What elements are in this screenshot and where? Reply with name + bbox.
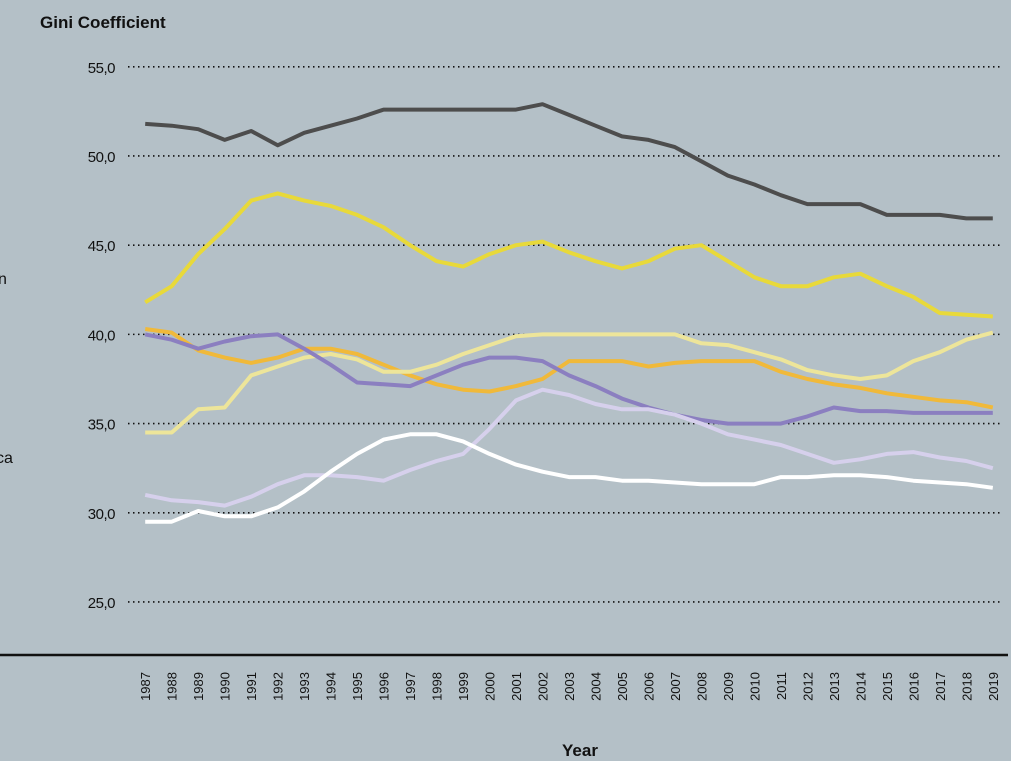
x-tick-label: 1998	[430, 672, 445, 701]
x-tick-label: 2007	[668, 672, 683, 701]
y-tick-label: 55,0	[88, 60, 115, 77]
x-tick-label: 2010	[747, 672, 762, 701]
x-tick-label: 1989	[191, 672, 206, 701]
x-tick-label: 2009	[721, 672, 736, 701]
x-tick-label: 2012	[800, 672, 815, 701]
series-line	[145, 432, 994, 524]
x-tick-label: 2016	[906, 672, 921, 701]
x-tick-label: 2005	[615, 672, 630, 701]
x-tick-label: 1992	[271, 672, 286, 701]
series-line	[144, 327, 994, 410]
x-tick-label: 2011	[774, 672, 789, 700]
y-tick-label: 35,0	[88, 417, 115, 434]
chart-title: Gini Coefficient	[40, 13, 166, 32]
x-axis-label: Year	[562, 741, 598, 760]
x-tick-label: 2002	[536, 672, 551, 701]
x-tick-label: 2003	[562, 672, 577, 701]
y-tick-label: 50,0	[88, 149, 115, 166]
x-tick-label: 1997	[403, 672, 418, 701]
x-tick-label: 1990	[218, 672, 233, 701]
x-tick-label: 2017	[933, 672, 948, 701]
x-tick-label: 1993	[297, 672, 312, 701]
y-tick-label: 40,0	[88, 327, 115, 344]
series-line	[145, 102, 993, 221]
x-tick-label: 1999	[456, 672, 471, 701]
x-tick-label: 2004	[588, 672, 603, 701]
x-tick-label: 1996	[377, 672, 392, 701]
x-tick-label: 2006	[641, 672, 656, 701]
x-tick-label: 2001	[509, 672, 524, 701]
annotation: n	[0, 271, 7, 288]
x-tick-label: 1994	[324, 672, 339, 701]
series-line	[144, 387, 994, 508]
series-line	[144, 191, 993, 319]
x-tick-label: 1995	[350, 672, 365, 701]
y-tick-label: 30,0	[88, 506, 115, 523]
x-tick-label: 1988	[165, 672, 180, 701]
x-tick-label: 2019	[986, 672, 1001, 701]
x-tick-label: 1987	[138, 672, 153, 701]
x-tick-label: 2000	[483, 672, 498, 701]
y-tick-label: 25,0	[88, 595, 115, 612]
x-tick-label: 2015	[880, 672, 895, 701]
x-tick-label: 2018	[959, 672, 974, 701]
x-tick-label: 2008	[694, 672, 709, 701]
annotation: ca	[0, 450, 13, 467]
x-tick-label: 1991	[244, 672, 259, 701]
series-line	[144, 332, 993, 426]
x-tick-label: 2014	[853, 672, 868, 701]
x-tick-label: 2013	[827, 672, 842, 701]
series-line	[145, 330, 994, 435]
y-tick-label: 45,0	[88, 238, 115, 255]
